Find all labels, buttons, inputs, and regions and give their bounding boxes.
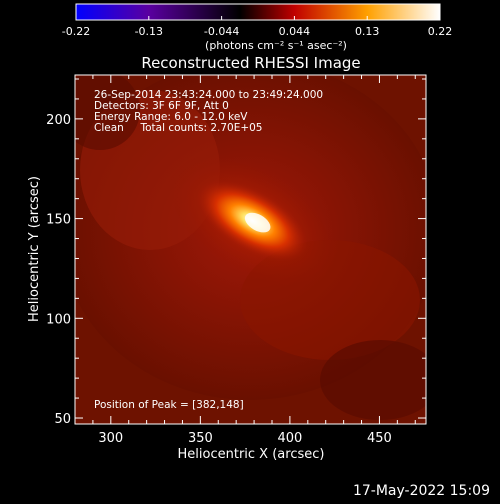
- y-tick-label: 50: [54, 412, 71, 427]
- colorbar-tick-label: -0.044: [204, 25, 239, 38]
- axis-ticks: 300 350 400 450 50 100 150 200: [46, 75, 426, 446]
- footer-timestamp: 17-May-2022 15:09: [353, 483, 490, 499]
- y-axis-label: Heliocentric Y (arcsec): [27, 176, 42, 322]
- heatmap-image: [75, 75, 426, 424]
- source-peak: [244, 212, 271, 233]
- x-tick-label: 400: [277, 431, 302, 446]
- colorbar-tick-label: -0.13: [135, 25, 163, 38]
- colorbar: [75, 3, 441, 21]
- y-tick-label: 200: [46, 113, 71, 128]
- x-tick-label: 300: [98, 431, 123, 446]
- colorbar-ticks: -0.22 -0.13 -0.044 0.044 0.13 0.22: [62, 16, 452, 38]
- y-tick-label: 150: [46, 213, 71, 228]
- colorbar-unit-label: (photons cm⁻² s⁻¹ asec⁻²): [205, 39, 347, 52]
- x-axis-label: Heliocentric X (arcsec): [178, 447, 325, 462]
- colorbar-tick-label: -0.22: [62, 25, 90, 38]
- x-tick-label: 350: [188, 431, 213, 446]
- y-tick-label: 100: [46, 312, 71, 327]
- annotation-detectors: Detectors: 3F 6F 9F, Att 0: [94, 100, 229, 112]
- peak-position-label: Position of Peak = [382,148]: [94, 399, 244, 411]
- x-tick-label: 450: [367, 431, 392, 446]
- annotation-clean-counts: Clean Total counts: 2.70E+05: [94, 122, 263, 134]
- annotation-energy-range: Energy Range: 6.0 - 12.0 keV: [94, 111, 248, 123]
- plot-frame: [74, 74, 427, 425]
- chart-title: Reconstructed RHESSI Image: [141, 54, 360, 72]
- annotation-time-range: 26-Sep-2014 23:43:24.000 to 23:49:24.000: [94, 89, 323, 101]
- colorbar-tick-label: 0.22: [428, 25, 453, 38]
- colorbar-tick-label: 0.044: [279, 25, 311, 38]
- colorbar-tick-label: 0.13: [355, 25, 380, 38]
